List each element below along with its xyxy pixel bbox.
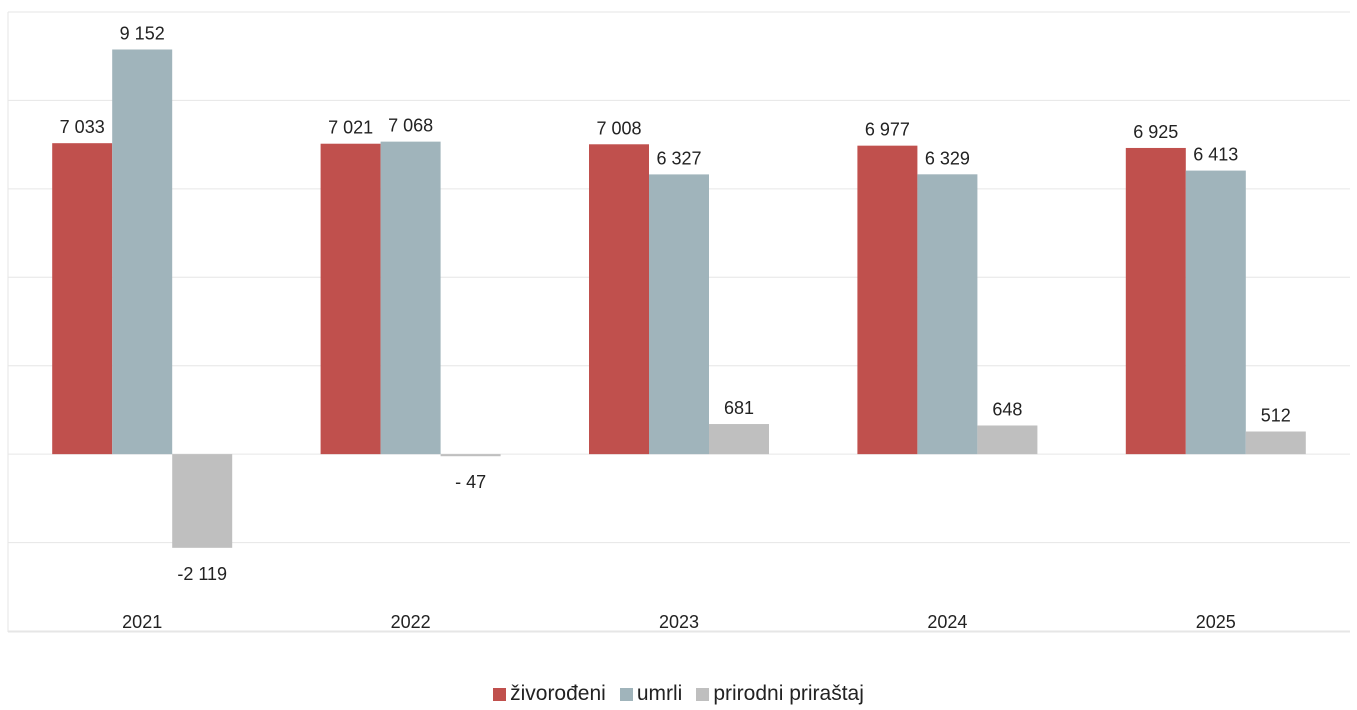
legend-swatch-prirodni-prirastaj — [696, 687, 710, 701]
bar-živorođeni-2021 — [52, 143, 113, 455]
bar-živorođeni-2024 — [857, 145, 918, 455]
legend-label-prirodni-prirastaj: prirodni priraštaj — [713, 682, 864, 705]
x-tick-label: 2023 — [659, 612, 699, 632]
bar-umrli-2025 — [1185, 170, 1246, 455]
bar-chart: 7 033 9 152 -2 119 2021 7 021 7 068 - 47 2022 7 … — [7, 11, 1350, 633]
bar-živorođeni-2025 — [1125, 147, 1186, 455]
data-label: 648 — [992, 399, 1022, 419]
bar-prirodni-priraštaj-2024 — [977, 425, 1038, 455]
bar-prirodni-priraštaj-2022 — [440, 454, 501, 457]
bar-umrli-2021 — [112, 49, 173, 455]
data-label: 9 152 — [120, 23, 165, 43]
data-label: - 47 — [455, 472, 486, 492]
data-label: 6 413 — [1193, 145, 1238, 165]
data-label: 681 — [724, 398, 754, 418]
x-tick-label: 2021 — [122, 612, 162, 632]
bar-prirodni-priraštaj-2023 — [709, 424, 769, 455]
data-label: 7 008 — [596, 118, 641, 138]
data-label: 6 327 — [656, 148, 701, 168]
legend-item-umrli: umrli — [619, 682, 683, 706]
data-label: 7 068 — [388, 116, 433, 136]
bar-prirodni-priraštaj-2021 — [172, 454, 233, 548]
bar-umrli-2023 — [649, 174, 709, 455]
legend-item-zivorodeni: živorođeni — [493, 682, 606, 706]
legend-label-zivorodeni: živorođeni — [510, 682, 606, 705]
x-tick-label: 2024 — [927, 612, 967, 632]
legend-swatch-zivorodeni — [493, 687, 507, 701]
bar-živorođeni-2022 — [320, 143, 381, 455]
x-tick-label: 2022 — [391, 612, 431, 632]
legend-item-prirodni-prirastaj: prirodni priraštaj — [696, 682, 864, 706]
data-label: 6 925 — [1133, 122, 1178, 142]
legend-label-umrli: umrli — [636, 682, 683, 705]
legend: živorođeni umrli prirodni priraštaj — [0, 682, 1357, 706]
data-label: 7 021 — [328, 118, 373, 138]
bar-umrli-2022 — [380, 141, 441, 455]
legend-swatch-umrli — [619, 687, 633, 701]
bar-živorođeni-2023 — [589, 144, 649, 455]
data-label: 512 — [1261, 406, 1291, 426]
data-label: 6 329 — [925, 148, 970, 168]
bar-prirodni-priraštaj-2025 — [1245, 431, 1306, 455]
data-label: 6 977 — [865, 120, 910, 140]
bar-umrli-2024 — [917, 174, 978, 455]
data-label: -2 119 — [177, 564, 227, 584]
x-tick-label: 2025 — [1196, 612, 1236, 632]
data-label: 7 033 — [60, 117, 105, 137]
